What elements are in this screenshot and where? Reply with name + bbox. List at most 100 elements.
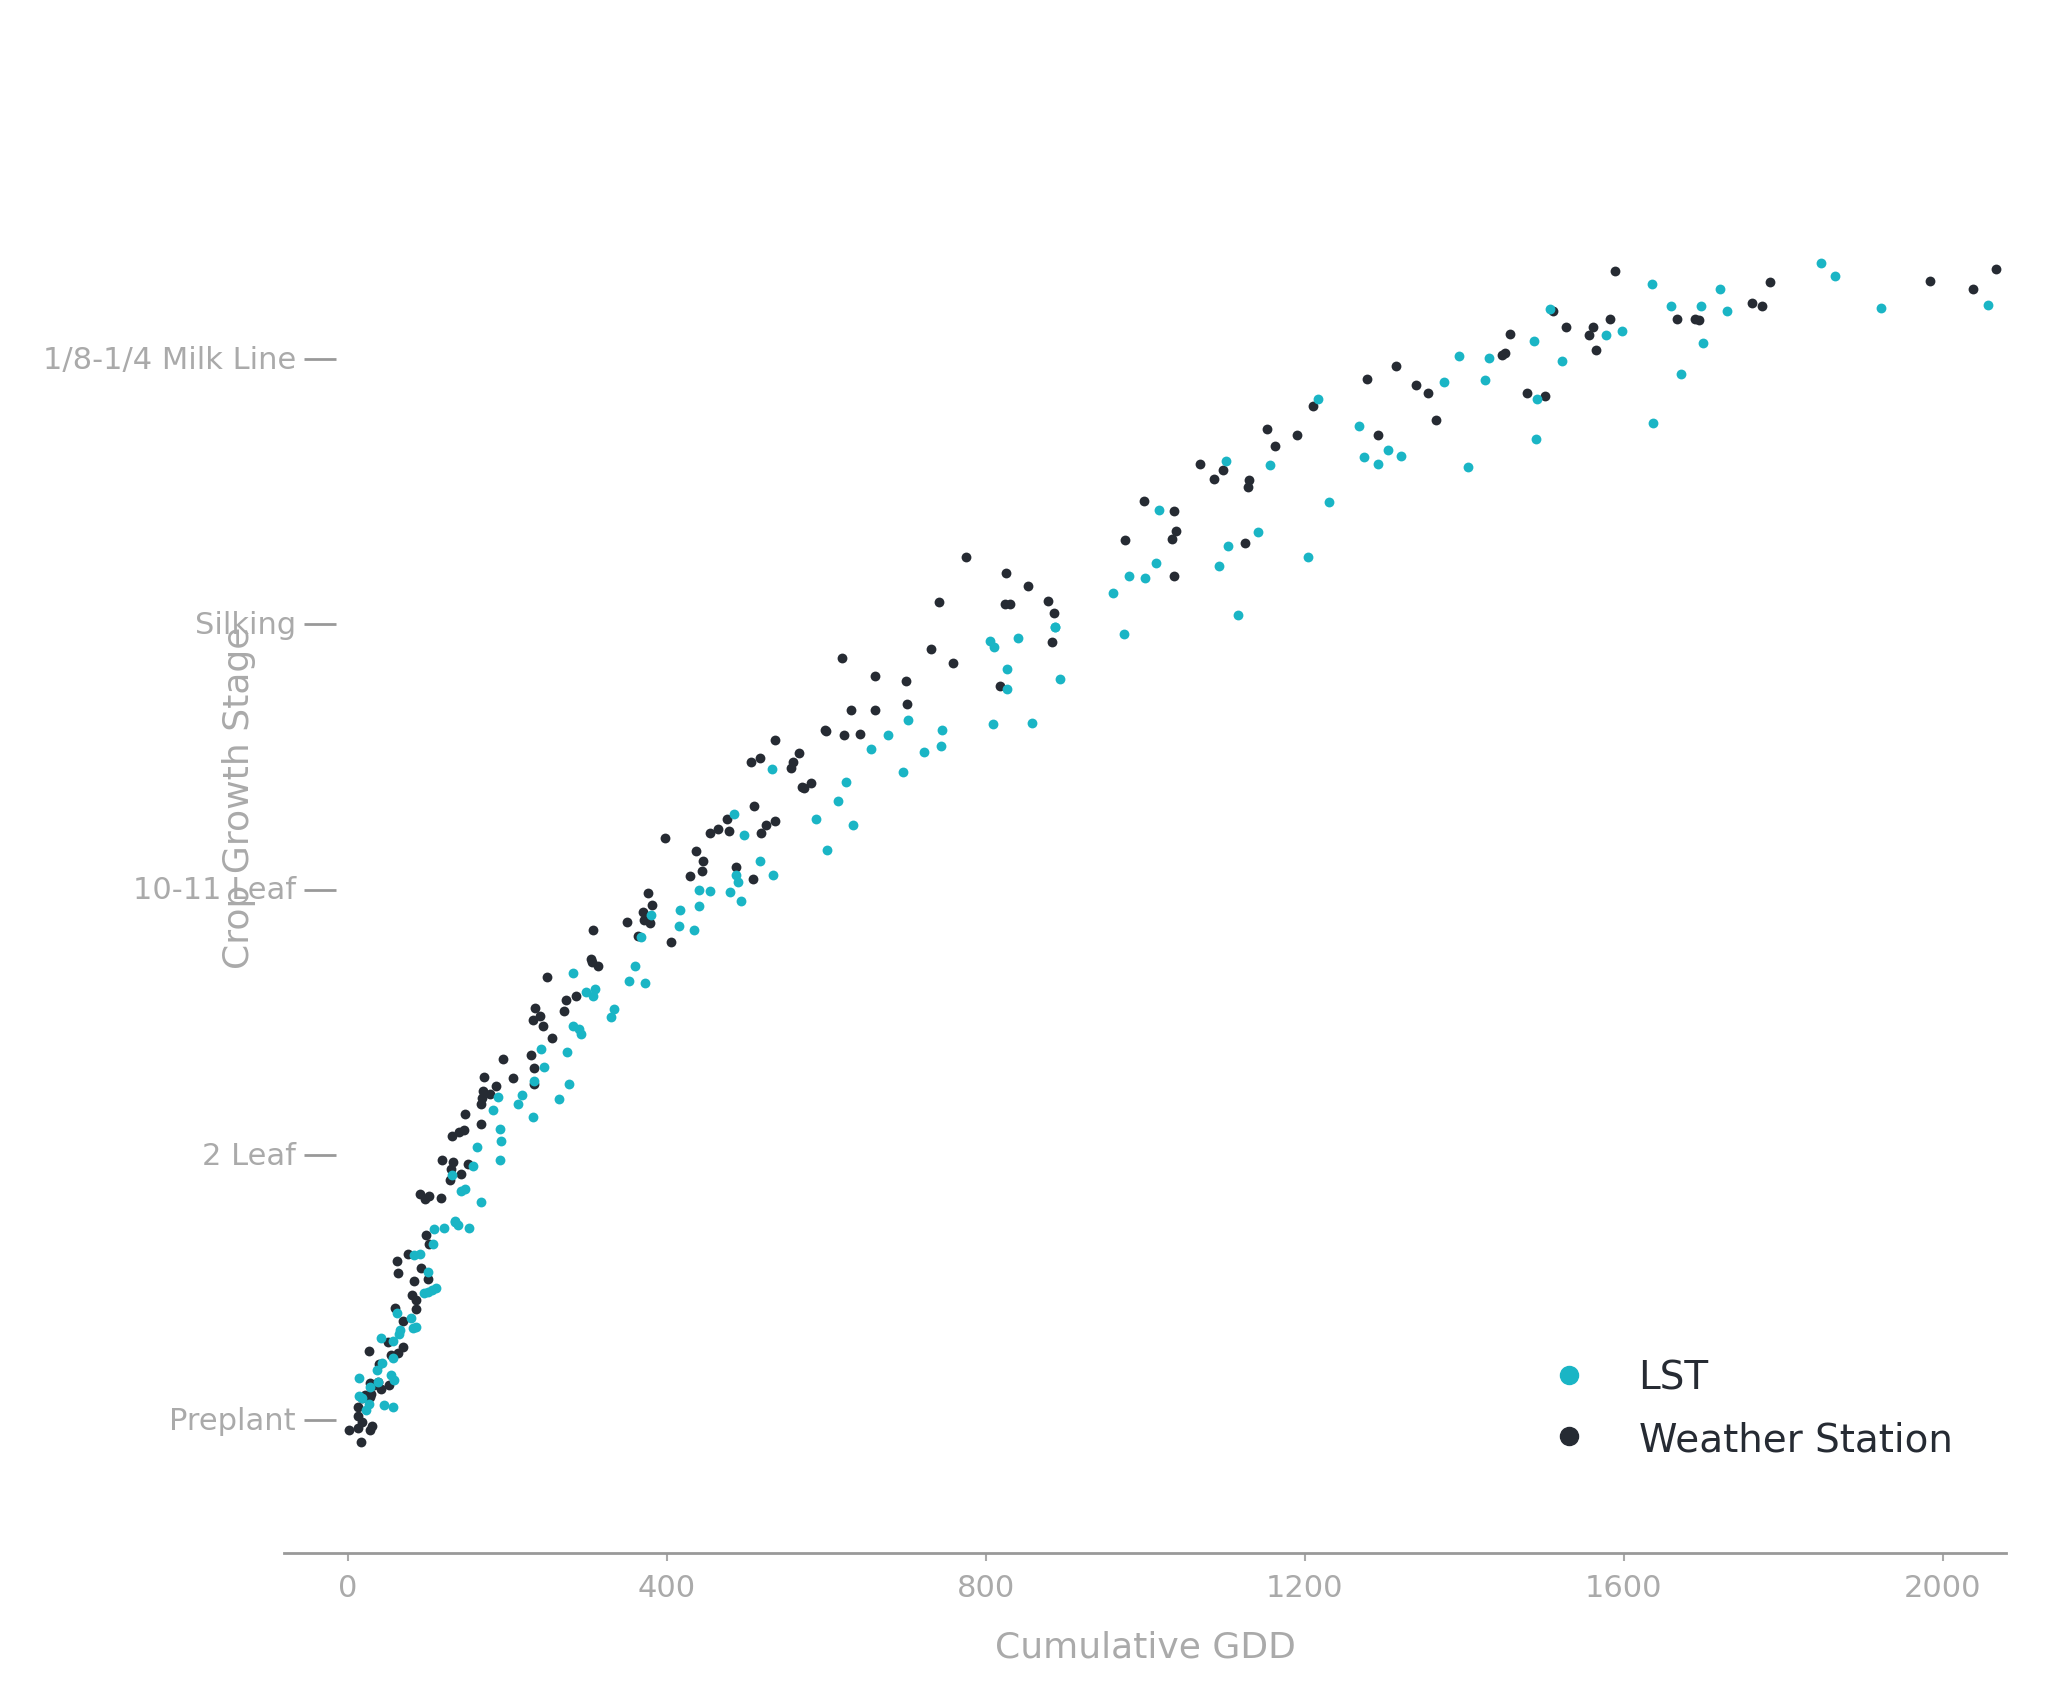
Point [465,1091,498,1118]
Point [395,1304,428,1332]
Point [1184,452,1217,479]
Point [578,984,610,1011]
Point [1452,455,1485,483]
Point [557,1013,590,1040]
Point [1493,321,1526,348]
Point [451,1151,483,1178]
Point [418,1216,451,1243]
Point [991,656,1024,684]
Point [391,1241,424,1269]
Point [872,721,905,748]
Point [721,870,754,897]
Point [360,1357,393,1384]
Point [1520,426,1552,454]
Point [1352,367,1384,394]
Point [924,733,956,760]
Point [438,1207,471,1234]
Point [1233,467,1266,494]
Point [543,1086,575,1113]
Point [1544,348,1577,375]
Point [758,861,791,888]
Point [412,1231,444,1258]
Point [1677,307,1710,334]
Point [473,1081,506,1108]
Point [1710,298,1743,326]
Point [346,1408,379,1436]
Point [424,1185,457,1212]
Point [1290,544,1323,571]
Point [399,1286,432,1313]
Point [1108,527,1141,554]
Point [1362,423,1395,450]
Point [907,738,940,766]
Point [477,1096,510,1124]
Point [625,924,657,951]
Point [1399,372,1432,399]
Text: 1/8-1/4 Milk Line: 1/8-1/4 Milk Line [43,346,295,375]
Point [465,1188,498,1216]
Point [1411,380,1444,407]
Point [387,1308,420,1335]
Text: Preplant: Preplant [170,1407,295,1436]
Point [342,1383,375,1410]
Point [354,1369,387,1396]
Point [1112,563,1145,590]
Point [610,909,643,936]
Point [827,721,860,748]
Point [598,996,631,1023]
Point [1745,293,1778,321]
Point [1384,443,1417,471]
Point [991,677,1024,704]
Point [1599,257,1632,285]
Point [362,1369,395,1396]
Point [403,1180,436,1207]
Point [786,774,819,801]
Point [434,1156,467,1183]
Point [1581,338,1614,365]
Point [502,1091,535,1118]
Point [809,718,842,745]
Point [381,1248,414,1275]
Point [1819,263,1851,290]
Point [377,1345,410,1373]
Point [686,847,719,875]
Point [1978,256,2011,283]
Point [365,1325,397,1352]
Point [1251,416,1284,443]
Point [487,1047,520,1074]
Point [412,1279,444,1306]
Point [662,914,694,941]
Point [365,1376,397,1403]
Point [993,592,1026,619]
Point [1044,665,1077,692]
Point [416,1277,449,1304]
Point [635,892,668,919]
Point [354,1373,387,1400]
Point [582,953,614,980]
Point [1972,293,2005,321]
Point [782,740,815,767]
Point [453,1216,485,1243]
Point [1606,317,1638,344]
Point [915,636,948,663]
Point [737,866,770,893]
Point [1528,384,1561,411]
Point [612,967,645,994]
Point [348,1381,381,1408]
Point [1915,269,1948,297]
Point [1573,322,1606,350]
Point [426,1147,459,1175]
Point [711,806,743,834]
Point [631,880,664,907]
Point [1683,307,1716,334]
Point [575,917,608,945]
Text: 10-11 Leaf: 10-11 Leaf [133,876,295,905]
Point [403,1240,436,1267]
Point [518,1071,551,1098]
Point [342,1393,375,1420]
Point [1348,443,1380,471]
Point [1665,361,1698,389]
Point [524,1035,557,1062]
Point [1419,407,1452,435]
Point [825,644,858,672]
